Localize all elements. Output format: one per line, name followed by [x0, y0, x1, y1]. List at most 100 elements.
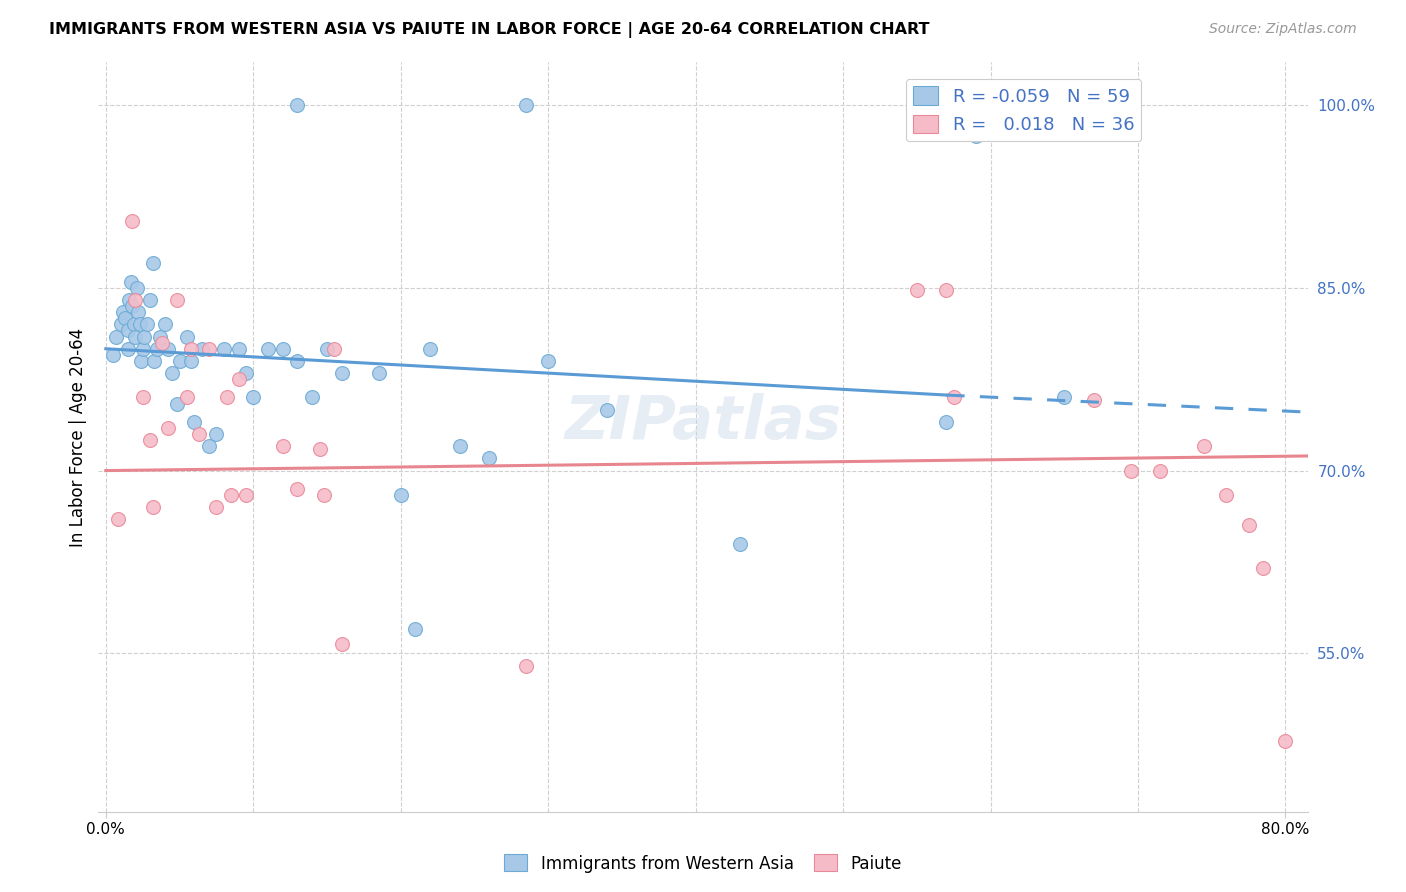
Point — [129, 354, 152, 368]
Point — [419, 342, 441, 356]
Point — [257, 342, 280, 356]
Point — [404, 622, 426, 636]
Point — [153, 318, 176, 332]
Point — [134, 329, 156, 343]
Point — [166, 293, 188, 307]
Point — [127, 305, 149, 319]
Point — [180, 342, 202, 356]
Point — [935, 415, 957, 429]
Point — [156, 421, 179, 435]
Point — [139, 293, 162, 307]
Point — [1237, 518, 1260, 533]
Point — [124, 293, 146, 307]
Text: ZIPatlas: ZIPatlas — [564, 392, 842, 451]
Point — [169, 354, 191, 368]
Point — [105, 329, 128, 343]
Point — [287, 482, 309, 496]
Point — [139, 433, 162, 447]
Point — [287, 354, 309, 368]
Point — [120, 275, 142, 289]
Text: Source: ZipAtlas.com: Source: ZipAtlas.com — [1209, 22, 1357, 37]
Point — [330, 366, 353, 380]
Point — [1083, 392, 1105, 407]
Point — [316, 342, 339, 356]
Point — [117, 342, 139, 356]
Point — [180, 354, 202, 368]
Point — [1149, 464, 1171, 478]
Point — [1119, 464, 1142, 478]
Point — [166, 396, 188, 410]
Point — [142, 256, 165, 270]
Point — [121, 214, 143, 228]
Point — [965, 128, 987, 143]
Point — [935, 283, 957, 297]
Point — [143, 354, 166, 368]
Point — [176, 329, 198, 343]
Point — [212, 342, 235, 356]
Point — [112, 305, 135, 319]
Point — [301, 391, 323, 405]
Point — [942, 391, 965, 405]
Point — [1274, 734, 1296, 748]
Point — [190, 342, 212, 356]
Point — [124, 329, 146, 343]
Point — [198, 342, 221, 356]
Point — [287, 98, 309, 112]
Point — [131, 391, 153, 405]
Point — [107, 512, 129, 526]
Point — [142, 500, 165, 515]
Point — [242, 391, 264, 405]
Point — [1194, 439, 1216, 453]
Point — [198, 439, 221, 453]
Point — [1053, 391, 1076, 405]
Point — [128, 318, 150, 332]
Point — [312, 488, 335, 502]
Point — [308, 442, 330, 456]
Point — [110, 318, 132, 332]
Point — [905, 283, 928, 297]
Point — [183, 415, 205, 429]
Point — [149, 329, 172, 343]
Point — [136, 318, 159, 332]
Point — [205, 500, 228, 515]
Point — [125, 281, 148, 295]
Point — [728, 537, 751, 551]
Point — [156, 342, 179, 356]
Point — [228, 372, 250, 386]
Y-axis label: In Labor Force | Age 20-64: In Labor Force | Age 20-64 — [69, 327, 87, 547]
Point — [449, 439, 471, 453]
Point — [121, 299, 143, 313]
Point — [146, 342, 169, 356]
Point — [596, 402, 619, 417]
Point — [228, 342, 250, 356]
Point — [122, 318, 145, 332]
Point — [271, 342, 294, 356]
Legend: Immigrants from Western Asia, Paiute: Immigrants from Western Asia, Paiute — [498, 847, 908, 880]
Point — [205, 427, 228, 442]
Point — [330, 637, 353, 651]
Point — [101, 348, 124, 362]
Point — [515, 658, 537, 673]
Text: IMMIGRANTS FROM WESTERN ASIA VS PAIUTE IN LABOR FORCE | AGE 20-64 CORRELATION CH: IMMIGRANTS FROM WESTERN ASIA VS PAIUTE I… — [49, 22, 929, 38]
Point — [215, 391, 238, 405]
Point — [1253, 561, 1275, 575]
Point — [389, 488, 412, 502]
Point — [271, 439, 294, 453]
Point — [117, 323, 139, 337]
Point — [367, 366, 389, 380]
Point — [176, 391, 198, 405]
Point — [150, 335, 173, 350]
Point — [118, 293, 141, 307]
Point — [131, 342, 153, 356]
Point — [187, 427, 209, 442]
Point — [235, 488, 257, 502]
Point — [235, 366, 257, 380]
Point — [1215, 488, 1237, 502]
Point — [219, 488, 242, 502]
Point — [323, 342, 346, 356]
Point — [114, 311, 136, 326]
Legend: R = -0.059   N = 59, R =   0.018   N = 36: R = -0.059 N = 59, R = 0.018 N = 36 — [905, 79, 1142, 141]
Point — [160, 366, 183, 380]
Point — [515, 98, 537, 112]
Point — [537, 354, 560, 368]
